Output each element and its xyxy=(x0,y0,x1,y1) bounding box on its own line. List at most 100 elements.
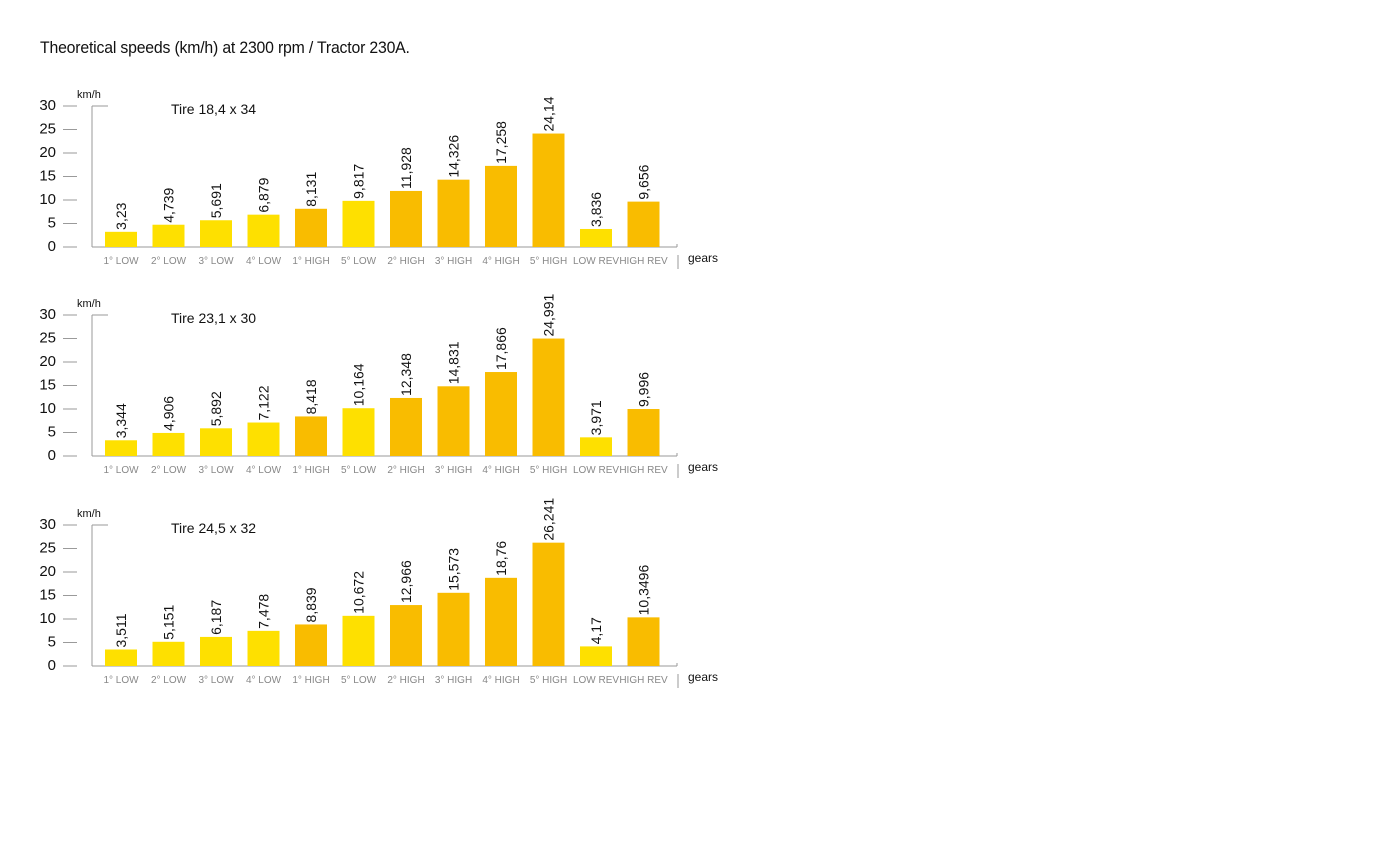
y-axis-label: km/h xyxy=(77,508,101,520)
bar xyxy=(105,231,137,247)
bar xyxy=(247,630,280,666)
y-tick-label: 0 xyxy=(48,447,56,464)
bar-value-label: 6,187 xyxy=(208,600,224,635)
category-label: 1° HIGH xyxy=(292,675,329,686)
category-label: 5° HIGH xyxy=(530,465,567,476)
category-label: 1° LOW xyxy=(103,256,139,267)
category-label: 3° HIGH xyxy=(435,675,472,686)
bar xyxy=(390,190,422,247)
bar xyxy=(105,440,137,456)
category-label: 4° LOW xyxy=(246,465,282,476)
bar-value-label: 8,131 xyxy=(303,172,319,207)
category-label: 3° LOW xyxy=(198,465,234,476)
category-label: 4° LOW xyxy=(246,256,282,267)
bar xyxy=(152,641,185,666)
category-label: 2° HIGH xyxy=(387,675,424,686)
bar xyxy=(532,542,565,666)
bar xyxy=(200,636,232,666)
bar-value-label: 9,817 xyxy=(351,164,367,199)
y-tick-label: 15 xyxy=(39,168,56,185)
y-tick-label: 0 xyxy=(48,238,56,255)
bar xyxy=(580,646,612,666)
category-label: 1° LOW xyxy=(103,465,139,476)
y-tick-label: 10 xyxy=(39,400,56,417)
bar-value-label: 5,691 xyxy=(208,183,224,218)
bar-value-label: 3,971 xyxy=(588,400,604,435)
y-tick-label: 20 xyxy=(39,353,56,370)
bar xyxy=(485,165,517,247)
category-label: 4° HIGH xyxy=(482,465,519,476)
category-label: HIGH REV xyxy=(619,256,668,267)
chart-subtitle: Tire 18,4 x 34 xyxy=(171,101,256,117)
y-tick-label: 20 xyxy=(39,563,56,580)
bar-value-label: 8,839 xyxy=(303,587,319,622)
bar xyxy=(437,179,470,247)
y-tick-label: 0 xyxy=(48,657,56,674)
bar xyxy=(437,386,470,456)
bar-value-label: 3,23 xyxy=(113,202,129,229)
y-tick-label: 10 xyxy=(39,191,56,208)
category-label: LOW REV xyxy=(573,675,619,686)
bar-value-label: 11,928 xyxy=(398,147,414,189)
category-label: 2° HIGH xyxy=(387,256,424,267)
y-tick-label: 15 xyxy=(39,587,56,604)
bar-value-label: 8,418 xyxy=(303,379,319,414)
y-axis-label: km/h xyxy=(77,89,101,101)
category-label: 5° LOW xyxy=(341,465,377,476)
bar-value-label: 7,122 xyxy=(256,385,272,420)
category-label: 2° LOW xyxy=(151,465,187,476)
bar-value-label: 14,831 xyxy=(446,341,462,384)
bar xyxy=(485,577,517,666)
bar xyxy=(152,224,185,247)
bar-value-label: 3,344 xyxy=(113,403,129,438)
y-tick-label: 25 xyxy=(39,330,56,347)
category-label: 4° LOW xyxy=(246,675,282,686)
y-tick-label: 30 xyxy=(39,516,56,533)
bar-value-label: 5,892 xyxy=(208,391,224,426)
category-label: 3° LOW xyxy=(198,675,234,686)
y-tick-label: 15 xyxy=(39,377,56,394)
category-label: 2° LOW xyxy=(151,675,187,686)
bar xyxy=(627,201,660,247)
bar-value-label: 12,966 xyxy=(398,560,414,603)
page-title: Theoretical speeds (km/h) at 2300 rpm / … xyxy=(40,38,410,57)
y-tick-label: 30 xyxy=(39,97,56,114)
category-label: 2° HIGH xyxy=(387,465,424,476)
bar-value-label: 10,3496 xyxy=(636,565,652,616)
chart-subtitle: Tire 24,5 x 32 xyxy=(171,520,256,536)
bar-value-label: 6,879 xyxy=(256,177,272,212)
bar-value-label: 14,326 xyxy=(446,135,462,178)
bar xyxy=(247,214,280,247)
bar-value-label: 3,511 xyxy=(113,613,129,647)
y-tick-label: 30 xyxy=(39,306,56,323)
bar xyxy=(295,208,327,247)
category-label: 5° LOW xyxy=(341,675,377,686)
bar-value-label: 10,164 xyxy=(351,363,367,406)
bar xyxy=(247,422,280,456)
category-label: HIGH REV xyxy=(619,675,668,686)
bar xyxy=(580,437,612,456)
bar-value-label: 24,991 xyxy=(541,294,557,337)
category-label: 3° LOW xyxy=(198,256,234,267)
bar-value-label: 24,14 xyxy=(541,96,557,131)
y-tick-label: 10 xyxy=(39,610,56,627)
category-label: 2° LOW xyxy=(151,256,187,267)
bar-value-label: 10,672 xyxy=(351,571,367,614)
bar-value-label: 5,151 xyxy=(161,605,177,640)
bar xyxy=(342,408,375,456)
category-label: 5° HIGH xyxy=(530,256,567,267)
bar-value-label: 15,573 xyxy=(446,548,462,591)
bar-value-label: 26,241 xyxy=(541,498,557,541)
category-label: LOW REV xyxy=(573,256,619,267)
bar xyxy=(437,592,470,666)
bar-value-label: 9,656 xyxy=(636,164,652,199)
bar xyxy=(295,624,327,666)
bar xyxy=(627,409,660,456)
bar xyxy=(580,228,612,247)
bar-value-label: 17,258 xyxy=(493,121,509,164)
bar xyxy=(342,200,375,247)
category-label: LOW REV xyxy=(573,465,619,476)
bar xyxy=(105,649,137,666)
y-tick-label: 5 xyxy=(48,424,56,441)
category-label: 5° HIGH xyxy=(530,675,567,686)
